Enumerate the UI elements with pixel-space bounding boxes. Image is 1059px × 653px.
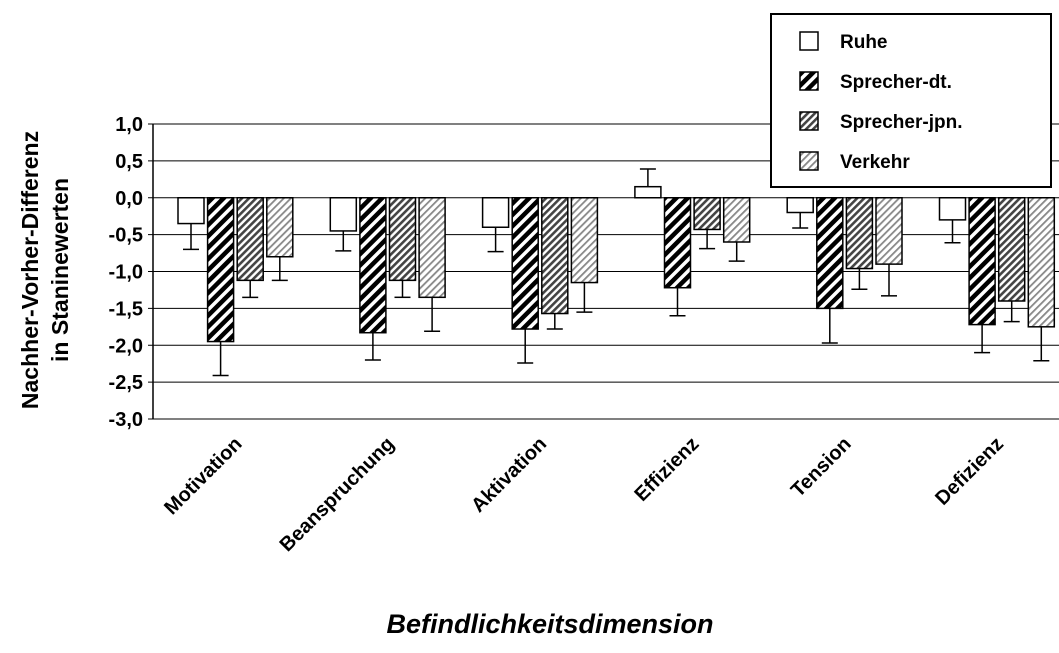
bar bbox=[968, 197, 996, 326]
y-axis-title-line1: Nachher-Vorher-Differenz bbox=[17, 131, 43, 409]
bar bbox=[634, 185, 662, 199]
y-tick-label: 0,0 bbox=[115, 188, 143, 210]
bar bbox=[418, 197, 446, 299]
x-category-label: Tension bbox=[787, 433, 856, 502]
x-category-labels: Motivation Beanspruchung Aktivation Effizie… bbox=[160, 433, 1008, 556]
bar bbox=[359, 197, 387, 334]
bar bbox=[329, 197, 358, 232]
bar bbox=[816, 197, 844, 310]
y-axis-title-line2: in Staninewerten bbox=[47, 178, 73, 362]
bar bbox=[875, 197, 903, 265]
y-tick-label: 0,5 bbox=[115, 151, 143, 173]
y-tick-label: -1,5 bbox=[109, 298, 143, 320]
bar bbox=[206, 197, 235, 343]
x-category-label: Effizienz bbox=[631, 433, 704, 506]
legend-swatch bbox=[799, 71, 819, 91]
x-axis-title: Befindlichkeitsdimension bbox=[386, 609, 713, 639]
x-category-label: Defizienz bbox=[931, 433, 1008, 510]
legend: Ruhe Sprecher-dt. Sprecher-jpn. Verkehr bbox=[770, 13, 1052, 188]
bar bbox=[266, 197, 294, 258]
y-tick-label: -2,0 bbox=[109, 335, 143, 357]
y-tick-label: -1,0 bbox=[109, 262, 143, 284]
x-category-label: Beanspruchung bbox=[276, 433, 399, 556]
bar bbox=[663, 197, 692, 289]
bar bbox=[511, 197, 539, 330]
y-tick-label: -3,0 bbox=[109, 409, 143, 431]
y-tick-label: 1,0 bbox=[115, 114, 143, 136]
legend-swatch bbox=[799, 151, 819, 171]
bar bbox=[845, 197, 874, 270]
bar bbox=[388, 197, 417, 282]
y-axis-title: Nachher-Vorher-Differenz in Staninewerte… bbox=[17, 131, 73, 409]
bar bbox=[722, 197, 751, 243]
x-category-label: Motivation bbox=[160, 433, 246, 519]
bar bbox=[481, 197, 510, 228]
x-category-label: Aktivation bbox=[467, 433, 551, 517]
bar bbox=[997, 197, 1026, 302]
y-tick-label: -0,5 bbox=[109, 225, 143, 247]
bar bbox=[177, 197, 205, 225]
bar bbox=[570, 197, 599, 284]
bar bbox=[693, 197, 721, 231]
legend-label: Sprecher-jpn. bbox=[840, 112, 962, 133]
y-tick-labels: 1,0 0,5 0,0 -0,5 -1,0 -1,5 -2,0 -2,5 -3,0 bbox=[109, 114, 143, 431]
y-tick-label: -2,5 bbox=[109, 372, 143, 394]
bars bbox=[177, 168, 1056, 377]
grid-lines bbox=[148, 123, 1059, 420]
legend-swatch bbox=[799, 111, 819, 131]
legend-label: Sprecher-dt. bbox=[840, 72, 952, 93]
bar bbox=[236, 197, 264, 282]
bar bbox=[541, 197, 569, 315]
bar bbox=[938, 197, 967, 221]
legend-label: Ruhe bbox=[840, 32, 888, 53]
bar bbox=[1027, 197, 1056, 328]
bar bbox=[786, 197, 814, 214]
legend-label: Verkehr bbox=[840, 152, 910, 173]
legend-swatch bbox=[799, 31, 819, 51]
